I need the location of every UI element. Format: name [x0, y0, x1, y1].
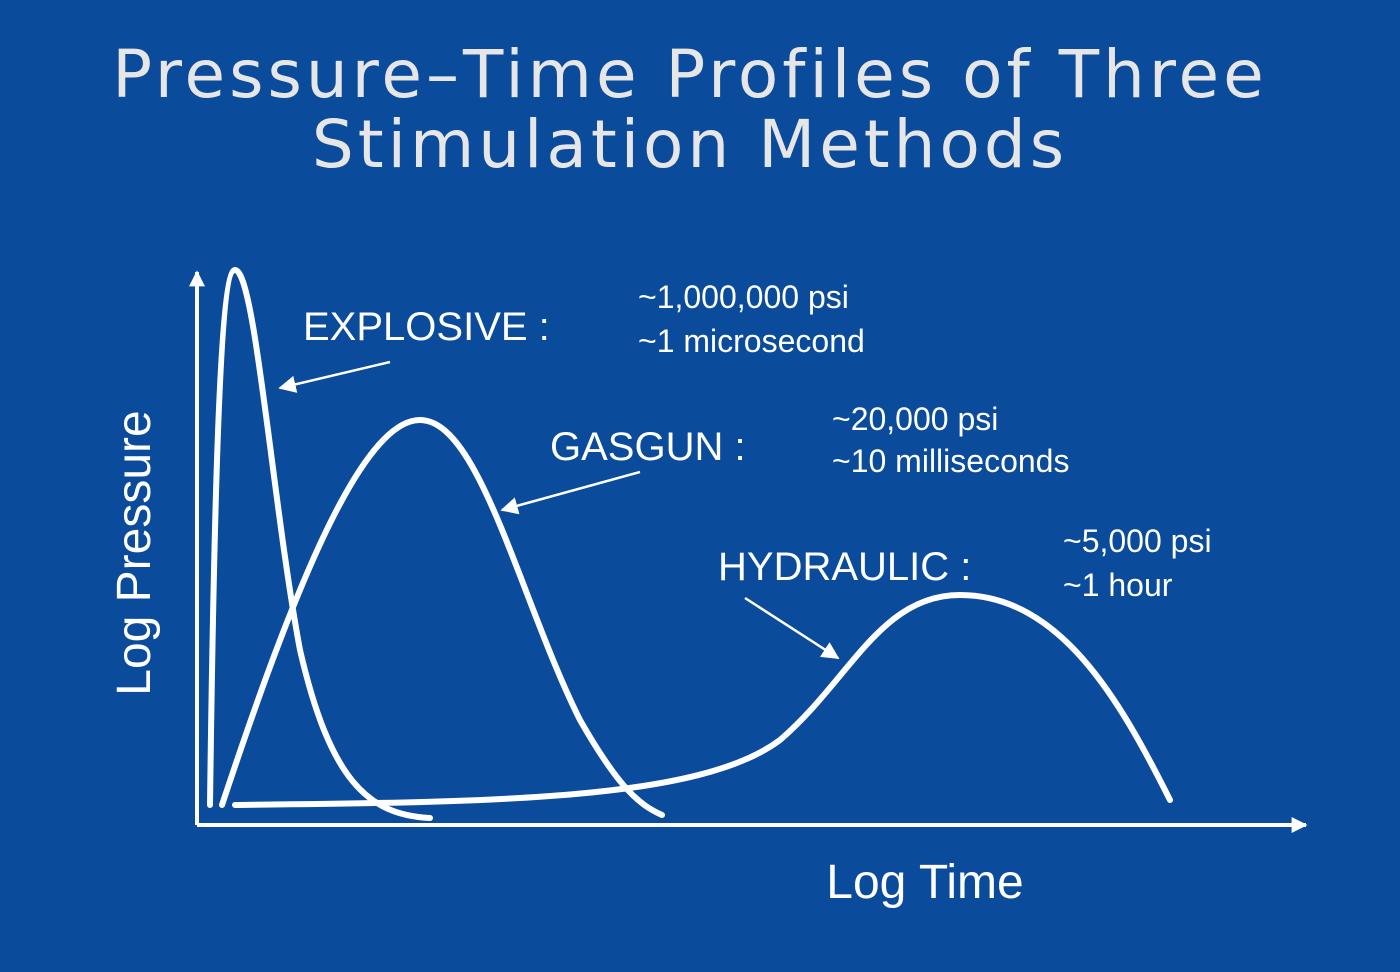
method-pressure: ~1,000,000 psi — [638, 279, 849, 315]
y-axis-label: Log Pressure — [108, 410, 161, 696]
method-label: HYDRAULIC : — [718, 545, 971, 589]
method-pressure: ~20,000 psi — [832, 401, 998, 437]
hydraulic-pointer — [744, 596, 840, 660]
explosive-pointer — [278, 360, 391, 393]
title-line: Stimulation Methods — [312, 106, 1068, 183]
method-label: EXPLOSIVE : — [303, 305, 550, 349]
method-duration: ~1 microsecond — [638, 323, 865, 359]
gasgun-pointer — [500, 470, 641, 515]
title-line: Pressure–Time Profiles of Three — [112, 36, 1268, 113]
gasgun-curve — [219, 417, 665, 818]
method-duration: ~1 hour — [1063, 567, 1173, 603]
method-duration: ~10 milliseconds — [832, 443, 1069, 479]
method-label: GASGUN : — [550, 425, 746, 469]
method-pressure: ~5,000 psi — [1063, 523, 1212, 559]
hydraulic-curve — [232, 592, 1173, 808]
explosive-curve — [207, 267, 433, 821]
x-axis-label: Log Time — [826, 856, 1023, 909]
